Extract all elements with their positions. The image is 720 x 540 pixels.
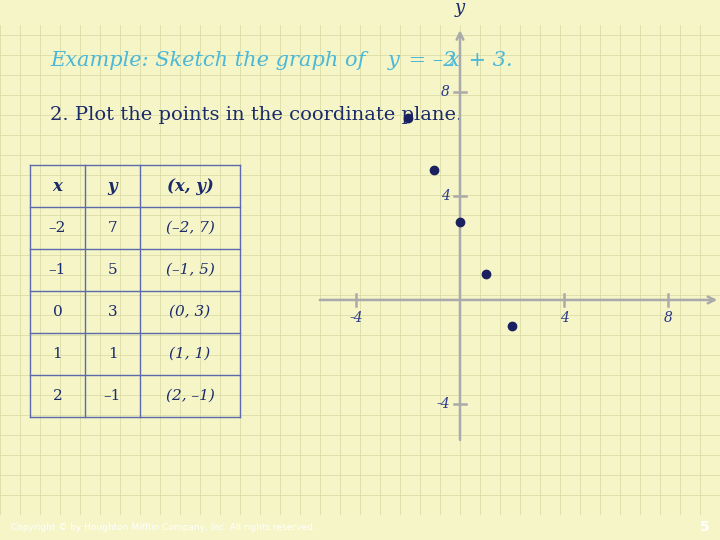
Text: 2. Plot the points in the coordinate plane.: 2. Plot the points in the coordinate pla… — [50, 106, 462, 124]
Text: (0, 3): (0, 3) — [169, 305, 211, 319]
Text: 3: 3 — [108, 305, 117, 319]
Text: y: y — [108, 178, 117, 194]
Text: 5: 5 — [108, 263, 117, 277]
Text: y: y — [455, 0, 465, 17]
Text: (1, 1): (1, 1) — [169, 347, 211, 361]
Text: Example: Sketch the graph of: Example: Sketch the graph of — [50, 51, 372, 70]
Text: 8: 8 — [441, 85, 450, 99]
Text: Copyright © by Houghton Mifflin Company, Inc. All rights reserved.: Copyright © by Houghton Mifflin Company,… — [11, 523, 315, 532]
Text: 1: 1 — [53, 347, 63, 361]
Text: 8: 8 — [664, 311, 672, 325]
Text: 4: 4 — [441, 189, 450, 203]
Text: (2, –1): (2, –1) — [166, 389, 215, 403]
Text: 2: 2 — [53, 389, 63, 403]
Text: = –2: = –2 — [402, 51, 456, 70]
Text: + 3.: + 3. — [462, 51, 513, 70]
Text: –1: –1 — [49, 263, 66, 277]
Text: 7: 7 — [108, 221, 117, 235]
Text: (–2, 7): (–2, 7) — [166, 221, 215, 235]
Text: 1: 1 — [107, 347, 117, 361]
Text: (–1, 5): (–1, 5) — [166, 263, 215, 277]
Text: 5: 5 — [699, 521, 709, 534]
Text: x: x — [448, 51, 460, 70]
Text: –2: –2 — [49, 221, 66, 235]
Text: y: y — [388, 51, 400, 70]
Text: -4: -4 — [436, 397, 450, 411]
Text: 0: 0 — [53, 305, 63, 319]
Text: –1: –1 — [104, 389, 121, 403]
Text: 4: 4 — [559, 311, 568, 325]
Text: (x, y): (x, y) — [166, 178, 213, 194]
Text: x: x — [53, 178, 63, 194]
Text: -4: -4 — [349, 311, 363, 325]
